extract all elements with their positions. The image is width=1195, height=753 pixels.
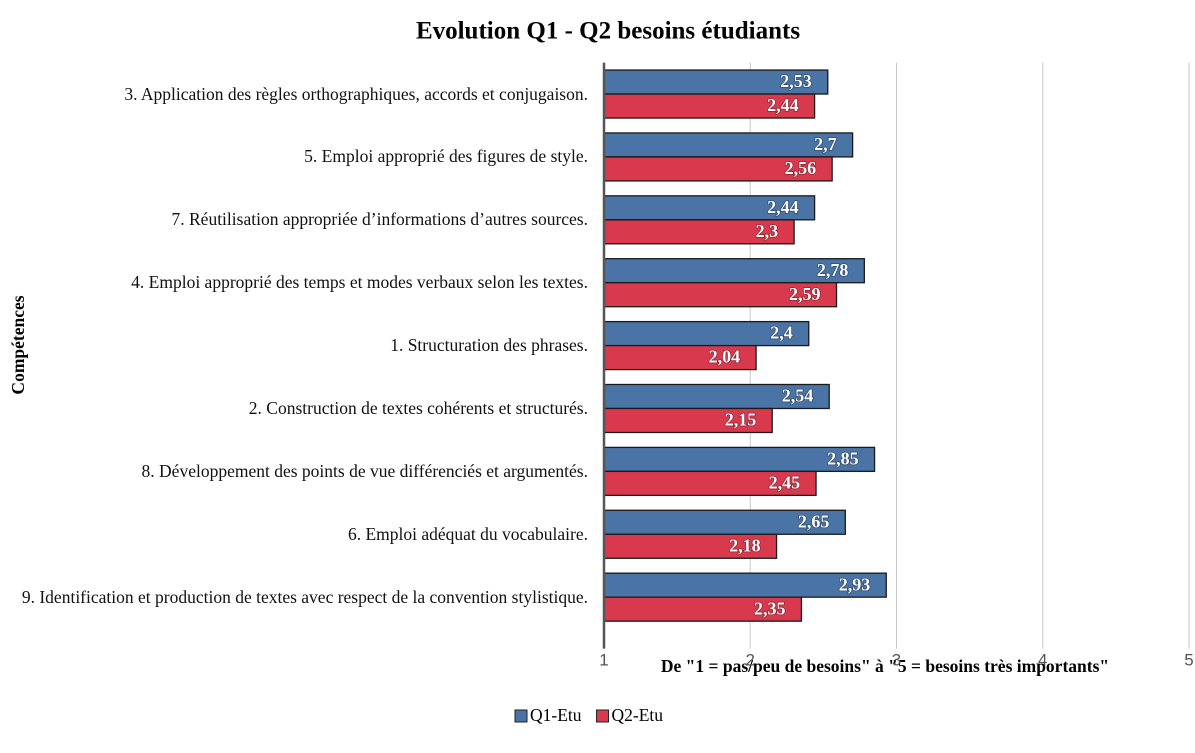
data-label: 2,59 (789, 284, 821, 304)
data-label: 2,93 (839, 574, 871, 594)
category-label-box: 2. Construction de textes cohérents et s… (0, 377, 588, 439)
y-tick-label: 5. Emploi approprié des figures de style… (304, 146, 588, 167)
data-label: 2,18 (729, 535, 761, 555)
data-label: 2,04 (709, 347, 741, 367)
data-label: 2,54 (782, 386, 814, 406)
y-tick-label: 7. Réutilisation appropriée d’informatio… (171, 209, 589, 230)
category-label-box: 8. Développement des points de vue diffé… (0, 440, 588, 502)
category-label-box: 5. Emploi approprié des figures de style… (0, 126, 588, 188)
category-label-box: 1. Structuration des phrases. (0, 315, 588, 377)
data-label: 2,44 (767, 197, 799, 217)
y-tick-label: 6. Emploi adéquat du vocabulaire. (347, 523, 588, 544)
x-axis-title: De "1 = pas/peu de besoins" à "5 = besoi… (661, 656, 1109, 676)
bar (603, 470, 817, 497)
legend-swatch (514, 709, 528, 723)
x-tick-label: 1 (599, 650, 608, 669)
data-label: 2,53 (780, 71, 812, 91)
x-tick-label: 2 (746, 650, 755, 669)
legend-label: Q2-Etu (612, 705, 664, 725)
y-tick-label: 2. Construction de textes cohérents et s… (248, 397, 588, 418)
legend-swatch (596, 709, 610, 723)
y-axis-title: Compétences (8, 295, 28, 394)
bar (603, 596, 803, 622)
category-label-box: 9. Identification et production de texte… (0, 566, 588, 628)
data-label: 2,7 (814, 134, 837, 154)
bar (603, 219, 795, 245)
bar (603, 156, 833, 182)
data-label: 2,4 (770, 323, 793, 343)
y-tick-label: 8. Développement des points de vue diffé… (141, 460, 588, 481)
data-label: 2,3 (756, 221, 779, 241)
data-label: 2,78 (817, 260, 849, 280)
bar (603, 407, 773, 434)
data-label: 2,56 (785, 158, 817, 178)
category-label-box: 7. Réutilisation appropriée d’informatio… (0, 189, 589, 251)
data-label: 2,44 (767, 95, 799, 115)
x-tick-label: 5 (1184, 650, 1193, 669)
y-tick-label: 4. Emploi approprié des temps et modes v… (131, 272, 588, 293)
y-tick-label: 9. Identification et production de texte… (21, 586, 588, 607)
bar (603, 69, 829, 95)
y-tick-label: 3. Application des règles orthographique… (124, 83, 588, 104)
x-tick-label: 3 (892, 650, 901, 669)
data-label: 2,85 (827, 449, 859, 469)
legend-label: Q1-Etu (530, 705, 582, 725)
category-label-box: 4. Emploi approprié des temps et modes v… (0, 252, 588, 314)
data-label: 2,45 (769, 473, 801, 493)
data-label: 2,65 (798, 511, 830, 531)
category-label-box: 3. Application des règles orthographique… (0, 63, 588, 125)
chart-title: Evolution Q1 - Q2 besoins étudiants (416, 18, 800, 45)
category-label-box: 6. Emploi adéquat du vocabulaire. (0, 503, 588, 565)
x-tick-label: 4 (1038, 650, 1047, 669)
y-tick-label: 1. Structuration des phrases. (390, 335, 588, 356)
bar (603, 533, 778, 559)
bar (603, 258, 865, 284)
data-label: 2,15 (725, 410, 757, 430)
bar (603, 320, 810, 347)
data-label: 2,35 (754, 598, 786, 618)
